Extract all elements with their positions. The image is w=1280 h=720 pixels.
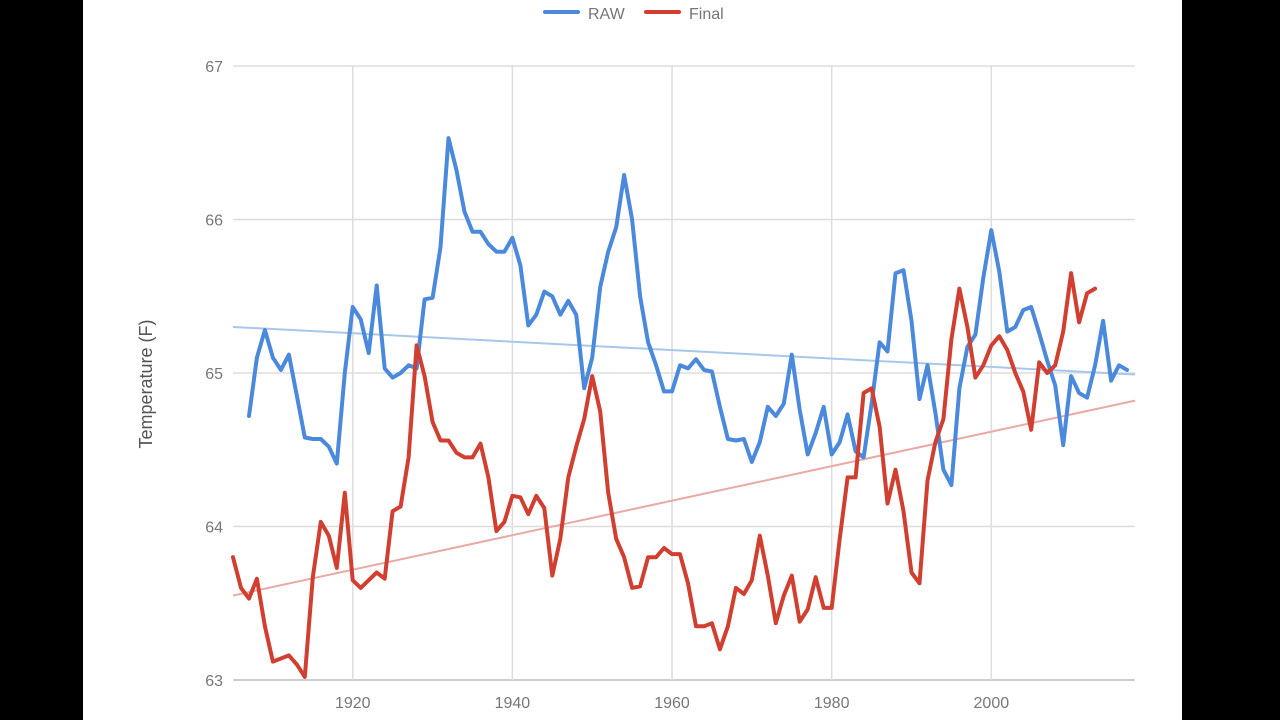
grid-lines (233, 65, 1135, 681)
x-tick-label: 2000 (974, 695, 1010, 712)
legend[interactable]: RAW Final (543, 6, 724, 23)
x-tick-labels: 1920 1940 1960 1980 2000 (335, 695, 1009, 712)
y-axis-label: Temperature (F) (136, 319, 156, 448)
y-tick-label: 67 (205, 59, 223, 76)
y-tick-label: 65 (205, 366, 223, 383)
y-tick-label: 63 (205, 673, 223, 690)
legend-label-raw: RAW (588, 6, 626, 23)
chart-frame: 63 64 65 66 67 1920 1940 1960 1980 2000 RAW Final… (83, 0, 1182, 720)
x-tick-label: 1940 (495, 695, 531, 712)
trend-line (232, 399, 1136, 597)
legend-label-final: Final (689, 6, 724, 23)
x-tick-label: 1960 (654, 695, 690, 712)
x-tick-label: 1980 (814, 695, 850, 712)
y-tick-label: 64 (205, 520, 223, 537)
y-tick-label: 66 (205, 213, 223, 230)
series-lines (231, 136, 1129, 679)
temperature-line-chart: 63 64 65 66 67 1920 1940 1960 1980 2000 RAW Final… (136, 6, 1136, 712)
series-line-raw (247, 136, 1129, 488)
series-line-final (231, 271, 1098, 679)
y-tick-labels: 63 64 65 66 67 (205, 59, 223, 690)
x-tick-label: 1920 (335, 695, 371, 712)
